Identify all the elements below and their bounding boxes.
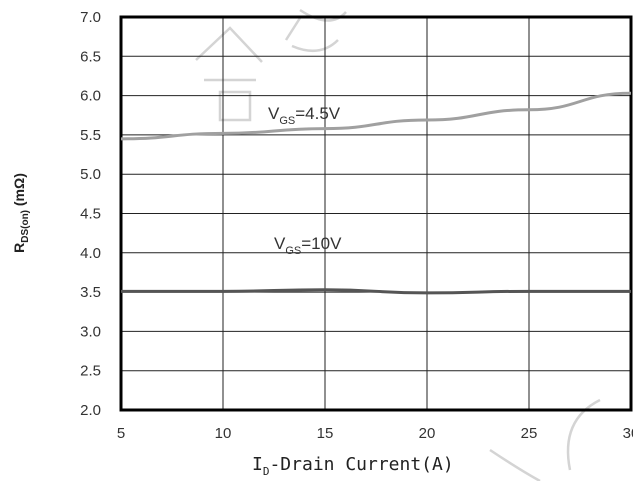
x-tick-label: 15	[317, 425, 334, 442]
y-tick-labels: 2.0 2.5 3.0 3.5 4.0 4.5 5.0 5.5 6.0 6.5 7.0	[80, 9, 101, 419]
y-tick-label: 3.5	[80, 284, 101, 301]
series-line-0	[120, 91, 632, 141]
y-tick-label: 3.0	[80, 323, 101, 340]
watermark	[195, 8, 601, 481]
y-tick-label: 6.5	[80, 48, 101, 65]
x-tick-label: 10	[215, 425, 232, 442]
series-line-1	[121, 288, 631, 295]
x-tick-label: 25	[521, 425, 538, 442]
series-label-vgs-10v: VGS=10V	[274, 234, 342, 257]
x-tick-labels: 5 10 15 20 25 30	[117, 425, 633, 442]
plot-area-frame	[119, 15, 633, 412]
x-axis-label: ID-Drain Current(A)	[252, 454, 454, 478]
x-tick-label: 5	[117, 425, 125, 442]
y-tick-label: 2.0	[80, 402, 101, 419]
y-tick-label: 4.0	[80, 245, 101, 262]
x-tick-label: 30	[623, 425, 633, 442]
y-axis-label: RDS(on) (mΩ)	[11, 173, 31, 253]
y-tick-label: 4.5	[80, 206, 101, 223]
y-tick-label: 5.0	[80, 166, 101, 183]
y-tick-label: 2.5	[80, 363, 101, 380]
series-label-vgs-4-5v: VGS=4.5V	[268, 104, 341, 127]
y-tick-label: 6.0	[80, 88, 101, 105]
x-tick-label: 20	[419, 425, 436, 442]
grid-lines	[120, 16, 632, 411]
y-tick-label: 7.0	[80, 9, 101, 26]
y-tick-label: 5.5	[80, 127, 101, 144]
series-layer	[120, 91, 632, 295]
